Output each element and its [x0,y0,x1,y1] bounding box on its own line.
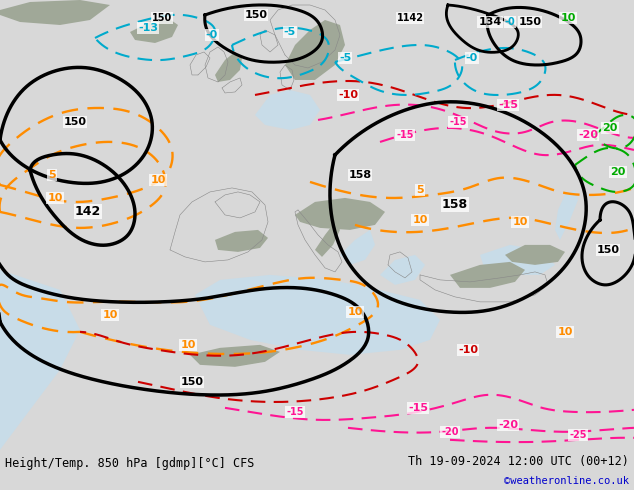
Text: 150: 150 [519,17,541,27]
Polygon shape [505,245,565,265]
Text: -5: -5 [339,53,351,63]
Text: -10: -10 [338,90,358,100]
Text: -20: -20 [498,420,518,430]
Text: 142: 142 [75,205,101,219]
Text: 150: 150 [245,10,268,20]
Text: -15: -15 [396,130,414,140]
Text: 1142: 1142 [396,13,424,23]
Text: 150: 150 [181,377,204,387]
Polygon shape [195,275,440,355]
Polygon shape [0,270,80,450]
Text: 20: 20 [602,123,618,133]
Text: -15: -15 [408,403,428,413]
Text: 150: 150 [152,13,172,23]
Text: 158: 158 [349,170,372,180]
Text: 10: 10 [347,307,363,317]
Polygon shape [285,20,345,80]
Polygon shape [215,230,268,252]
Text: 10: 10 [512,217,527,227]
Polygon shape [255,90,320,130]
Polygon shape [340,230,375,265]
Text: 10: 10 [48,193,63,203]
Polygon shape [0,0,110,25]
Text: -0: -0 [466,53,478,63]
Polygon shape [380,255,425,285]
Text: -13: -13 [138,23,158,33]
Text: -20: -20 [578,130,598,140]
Text: 10: 10 [560,13,576,23]
Text: -15: -15 [498,100,518,110]
Text: 10: 10 [180,340,196,350]
Text: 158: 158 [442,198,468,211]
Polygon shape [450,262,525,288]
Text: ©weatheronline.co.uk: ©weatheronline.co.uk [504,476,629,486]
Polygon shape [480,245,555,275]
Text: -15: -15 [286,407,304,417]
Text: -5: -5 [284,27,296,37]
Text: -20: -20 [441,427,459,437]
Text: -0: -0 [505,17,515,27]
Text: 5: 5 [48,170,56,180]
Text: -25: -25 [569,430,586,440]
Text: -15: -15 [450,117,467,127]
Polygon shape [190,345,280,367]
Text: 20: 20 [611,167,626,177]
Text: 5: 5 [416,185,424,195]
Text: 10: 10 [412,215,428,225]
Polygon shape [130,18,178,43]
Polygon shape [555,190,578,240]
Text: -10: -10 [458,345,478,355]
Text: 10: 10 [102,310,118,320]
Text: Th 19-09-2024 12:00 UTC (00+12): Th 19-09-2024 12:00 UTC (00+12) [408,455,629,467]
Text: 10: 10 [150,175,165,185]
Polygon shape [315,222,340,257]
Text: 150: 150 [63,117,86,127]
Text: 150: 150 [597,245,619,255]
Text: -0: -0 [206,30,218,40]
Text: 134: 134 [479,17,501,27]
Polygon shape [215,52,242,82]
Text: 10: 10 [557,327,573,337]
Text: Height/Temp. 850 hPa [gdmp][°C] CFS: Height/Temp. 850 hPa [gdmp][°C] CFS [5,457,254,470]
Polygon shape [295,198,385,230]
